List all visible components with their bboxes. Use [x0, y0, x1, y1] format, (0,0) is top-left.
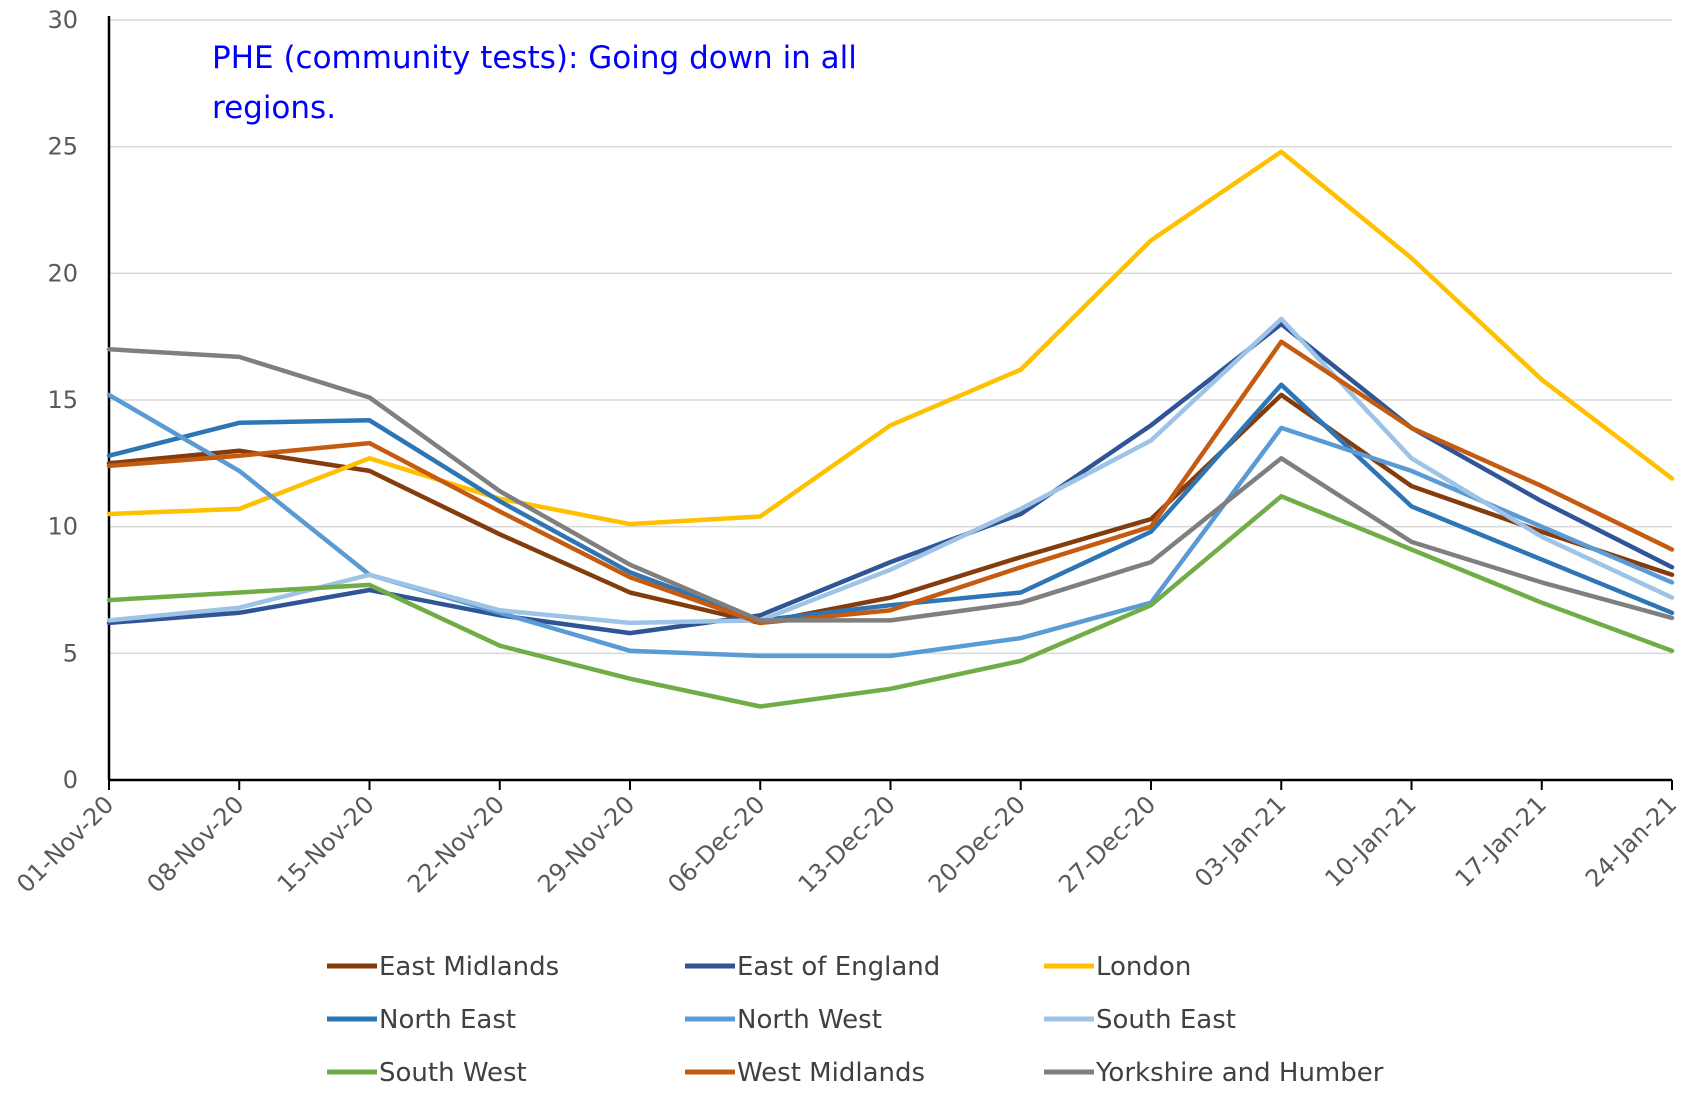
x-tick-label: 06-Dec-20 — [662, 790, 770, 898]
legend: East Midlands East of England London North … — [327, 952, 1384, 1088]
y-tick-label: 15 — [47, 386, 78, 414]
y-tick-label: 0 — [63, 766, 78, 794]
chart-annotation: PHE (community tests): Going down in all… — [212, 40, 857, 126]
x-tick-label: 29-Nov-20 — [532, 790, 640, 898]
series-lines — [106, 149, 1675, 709]
legend-label: South East — [1096, 1005, 1236, 1035]
series-line-north-west — [106, 392, 1675, 659]
legend-label: Yorkshire and Humber — [1095, 1058, 1384, 1088]
x-tick-label: 17-Jan-21 — [1450, 790, 1552, 892]
series-line-yorkshire-and-humber — [106, 347, 1675, 623]
y-tick-label: 5 — [63, 639, 78, 667]
legend-item: North East — [327, 1005, 516, 1035]
legend-label: West Midlands — [737, 1058, 925, 1088]
legend-item: East Midlands — [327, 952, 559, 982]
legend-item: North West — [685, 1005, 882, 1035]
x-tick-label: 20-Dec-20 — [923, 790, 1031, 898]
legend-item: London — [1044, 952, 1191, 982]
legend-label: East of England — [737, 952, 940, 982]
legend-item: East of England — [685, 952, 940, 982]
y-tick-label: 30 — [47, 6, 78, 34]
x-tick-label: 08-Nov-20 — [142, 790, 250, 898]
legend-label: East Midlands — [379, 952, 559, 982]
legend-item: South East — [1044, 1005, 1236, 1035]
x-tick-label: 01-Nov-20 — [11, 790, 119, 898]
legend-item: West Midlands — [685, 1058, 925, 1088]
legend-item: Yorkshire and Humber — [1044, 1058, 1384, 1088]
x-tick-label: 03-Jan-21 — [1189, 790, 1291, 892]
annotation-line-1: PHE (community tests): Going down in all — [212, 40, 857, 76]
legend-label: North East — [379, 1005, 516, 1035]
x-axis-ticks: 01-Nov-20 08-Nov-20 15-Nov-20 22-Nov-20 29-N… — [11, 780, 1682, 899]
legend-label: London — [1096, 952, 1191, 982]
x-tick-label: 24-Jan-21 — [1580, 790, 1682, 892]
x-tick-label: 15-Nov-20 — [272, 790, 380, 898]
y-tick-label: 20 — [47, 259, 78, 287]
y-axis-ticks: 0 5 10 15 20 25 30 — [47, 6, 78, 794]
y-tick-label: 25 — [47, 133, 78, 161]
series-line-west-midlands — [106, 339, 1675, 626]
series-line-east-midlands — [106, 392, 1675, 626]
axes — [107, 16, 1672, 782]
series-line-london — [106, 149, 1675, 527]
y-tick-label: 10 — [47, 513, 78, 541]
legend-label: South West — [379, 1058, 527, 1088]
series-line-south-west — [106, 494, 1675, 709]
series-line-north-east — [106, 382, 1675, 623]
legend-label: North West — [737, 1005, 882, 1035]
x-tick-label: 10-Jan-21 — [1319, 790, 1421, 892]
annotation-line-2: regions. — [212, 90, 336, 126]
series-line-south-east — [106, 316, 1675, 626]
legend-item: South West — [327, 1058, 527, 1088]
x-tick-label: 27-Dec-20 — [1053, 790, 1161, 898]
x-tick-label: 13-Dec-20 — [793, 790, 901, 898]
x-tick-label: 22-Nov-20 — [402, 790, 510, 898]
